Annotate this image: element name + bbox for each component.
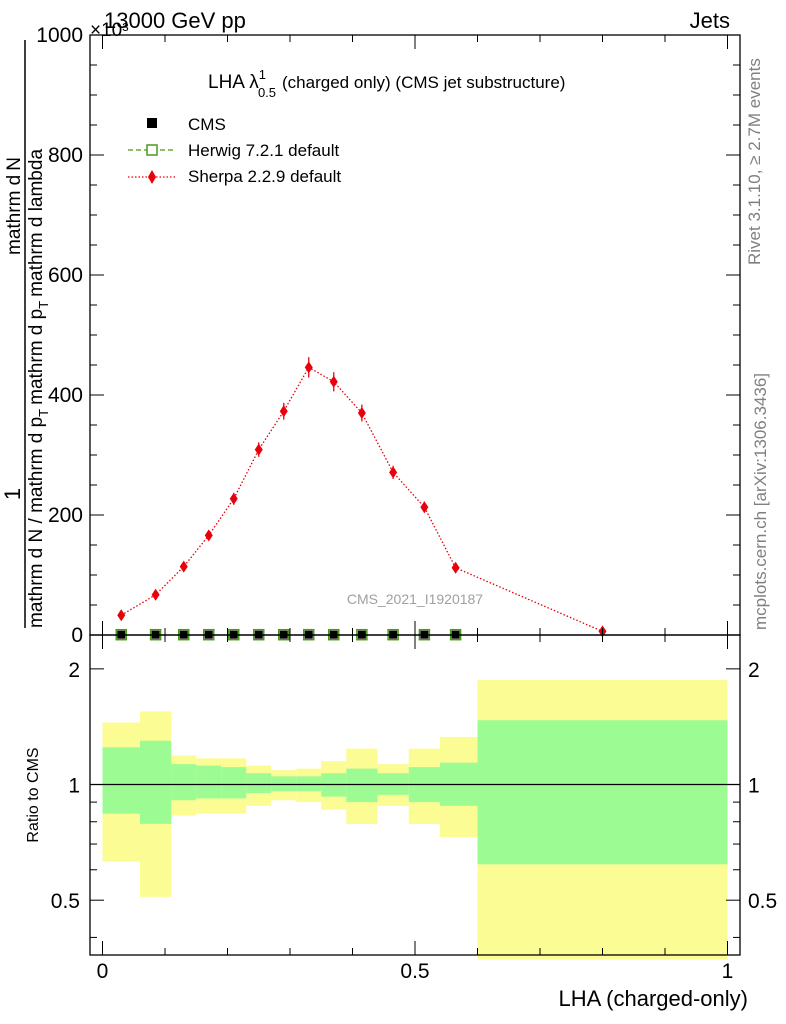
header-right: Jets <box>690 8 730 33</box>
ratio-panel: 0.5 0.5 1 1 2 2 <box>51 659 777 960</box>
sherpa-point <box>389 466 398 479</box>
sherpa-point <box>329 375 338 388</box>
x-axis: 0 0.5 1 <box>97 35 734 983</box>
y-title-numerator-sub: T <box>36 301 51 309</box>
sherpa-point <box>229 492 238 505</box>
y-title-denominator-sub: T <box>36 409 51 417</box>
plot-title-main: LHA λ <box>208 72 259 93</box>
ratio-band-inner <box>246 773 272 794</box>
y-title-numerator-main: mathrm d p <box>26 309 47 405</box>
y-title-numerator-tail: mathrm d lambda <box>26 149 47 297</box>
ratio-y-title: Ratio to CMS <box>25 747 42 842</box>
x-tick-label: 0.5 <box>400 960 429 983</box>
ratio-y-tick-label-right: 0.5 <box>748 890 777 913</box>
sherpa-point <box>451 561 460 574</box>
sherpa-point <box>304 361 313 374</box>
top-panel: 0 200 400 600 800 1000 <box>36 24 740 647</box>
legend-cms-marker <box>147 118 157 128</box>
y-tick-label: 200 <box>48 504 83 527</box>
y-title-numerator-N: N <box>4 157 25 171</box>
y-title-one: 1 <box>0 488 25 500</box>
legend-sherpa-label: Sherpa 2.2.9 default <box>188 167 341 186</box>
sherpa-point <box>279 405 288 418</box>
ratio-y-tick-label-right: 1 <box>748 775 760 798</box>
legend-sherpa-marker <box>148 170 156 184</box>
sherpa-point <box>420 501 429 514</box>
sherpa-point <box>117 609 126 622</box>
y-title-numerator-d: mathrm d <box>4 175 25 255</box>
y-exponent: ×10³ <box>90 20 129 41</box>
ratio-band-inner <box>171 764 197 801</box>
ratio-band-inner <box>271 776 297 792</box>
ratio-band-inner <box>196 765 222 799</box>
ratio-band-inner <box>477 720 728 865</box>
y-title-denominator: mathrm d N / mathrm d p <box>26 417 47 628</box>
legend-herwig-marker <box>146 144 158 156</box>
x-axis-title: LHA (charged-only) <box>558 986 748 1011</box>
ratio-y-tick-label-right: 2 <box>748 659 760 682</box>
y-tick-label: 400 <box>48 384 83 407</box>
y-tick-label: 600 <box>48 264 83 287</box>
y-tick-label: 1000 <box>36 24 83 47</box>
ratio-band-inner <box>296 776 322 792</box>
plot-title-sup: 1 <box>259 67 266 82</box>
ratio-y-tick-label-left: 1 <box>68 775 80 798</box>
legend-herwig-label: Herwig 7.2.1 default <box>188 141 339 160</box>
y-title-line-outer: mathrm d N / mathrm d pTmathrm d pTmathr… <box>26 149 51 628</box>
plot-title: LHA λ1 0.5 (charged only) (CMS jet substru… <box>208 67 565 100</box>
watermark: CMS_2021_I1920187 <box>347 591 483 607</box>
ratio-band-inner <box>221 767 247 799</box>
x-tick-label: 1 <box>722 960 734 983</box>
y-title-dN: mathrm d N <box>4 157 25 255</box>
legend: CMS Herwig 7.2.1 default Sherpa 2.2.9 de… <box>128 115 341 186</box>
plot-title-sub: 0.5 <box>258 85 276 100</box>
ratio-y-tick-label-left: 0.5 <box>51 890 80 913</box>
ratio-y-tick-label-left: 2 <box>68 659 80 682</box>
sherpa-point <box>254 443 263 456</box>
sherpa-point <box>151 588 160 601</box>
ratio-band-inner <box>346 768 378 803</box>
sherpa-point <box>179 560 188 573</box>
ratio-band-inner <box>140 740 172 824</box>
y-tick-label: 800 <box>48 144 83 167</box>
sherpa-point <box>357 407 366 419</box>
y-axis-title: 1 mathrm d N / mathrm d pTmathrm d pTmat… <box>0 40 51 628</box>
plot-title-rest: (charged only) (CMS jet substructure) <box>282 73 565 92</box>
ratio-band-inner <box>102 747 140 814</box>
x-tick-label: 0 <box>97 960 109 983</box>
y-tick-label: 0 <box>71 624 83 647</box>
rivet-label: Rivet 3.1.10, ≥ 2.7M events <box>745 58 764 265</box>
sherpa-point <box>204 529 213 542</box>
mcplots-label: mcplots.cern.ch [arXiv:1306.3436] <box>751 373 770 630</box>
header-left: 13000 GeV pp <box>104 8 246 33</box>
legend-cms-label: CMS <box>188 115 226 134</box>
